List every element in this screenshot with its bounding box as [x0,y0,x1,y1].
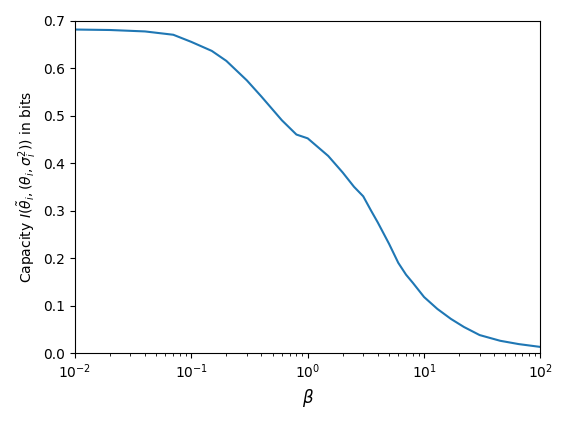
Y-axis label: Capacity $I(\tilde{\theta}_i, (\theta_i, \sigma_i^2))$ in bits: Capacity $I(\tilde{\theta}_i, (\theta_i,… [15,91,37,283]
X-axis label: $\beta$: $\beta$ [302,387,314,409]
